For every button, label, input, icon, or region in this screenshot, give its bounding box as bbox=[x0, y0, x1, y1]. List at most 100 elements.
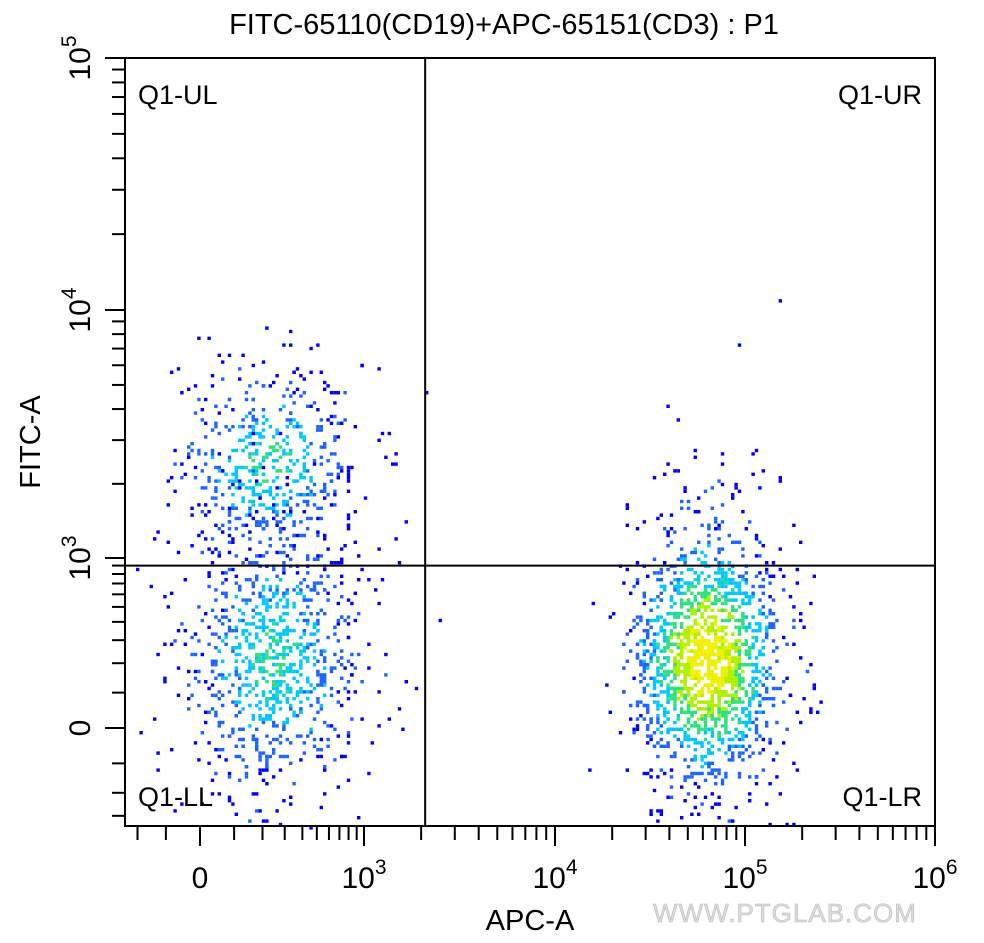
data-point bbox=[731, 707, 735, 711]
data-point bbox=[720, 693, 725, 697]
data-point bbox=[669, 649, 674, 653]
data-point bbox=[258, 754, 262, 759]
data-point bbox=[336, 622, 340, 626]
data-point bbox=[289, 329, 293, 334]
data-point bbox=[765, 632, 769, 636]
data-point bbox=[734, 680, 738, 684]
data-point bbox=[717, 639, 721, 643]
data-point bbox=[690, 686, 694, 691]
data-point bbox=[659, 673, 663, 677]
data-point bbox=[285, 646, 289, 650]
data-point bbox=[707, 659, 711, 663]
data-point bbox=[751, 693, 755, 697]
data-point bbox=[153, 537, 157, 541]
data-point bbox=[333, 438, 337, 442]
data-point bbox=[241, 418, 245, 422]
data-point bbox=[210, 608, 215, 612]
data-point bbox=[748, 710, 752, 714]
data-point bbox=[200, 530, 204, 534]
data-point bbox=[649, 659, 653, 663]
data-point bbox=[326, 574, 330, 578]
data-point bbox=[244, 523, 249, 527]
data-point bbox=[316, 408, 320, 412]
data-point bbox=[758, 598, 762, 602]
data-point bbox=[241, 598, 245, 602]
data-point bbox=[268, 717, 272, 721]
data-point bbox=[737, 652, 742, 657]
data-point bbox=[673, 622, 677, 626]
data-point bbox=[221, 530, 225, 534]
data-point bbox=[275, 493, 279, 497]
data-point bbox=[663, 669, 667, 674]
data-point bbox=[231, 629, 235, 633]
data-point bbox=[697, 557, 701, 561]
data-point bbox=[295, 503, 300, 507]
data-point bbox=[234, 754, 238, 759]
data-point bbox=[285, 639, 289, 643]
data-point bbox=[309, 612, 313, 616]
data-point bbox=[754, 731, 759, 735]
data-point bbox=[656, 775, 660, 779]
data-point bbox=[197, 533, 201, 538]
data-point bbox=[707, 591, 711, 595]
data-point bbox=[707, 714, 711, 718]
data-point bbox=[771, 639, 776, 643]
data-point bbox=[306, 557, 310, 561]
data-point bbox=[285, 717, 289, 721]
data-point bbox=[669, 727, 674, 731]
data-point bbox=[693, 683, 697, 687]
data-point bbox=[707, 669, 711, 674]
data-point bbox=[693, 748, 697, 752]
data-point bbox=[340, 557, 344, 561]
data-point bbox=[697, 646, 701, 650]
data-point bbox=[710, 506, 714, 510]
data-point bbox=[258, 431, 262, 436]
data-point bbox=[646, 771, 650, 776]
data-point bbox=[329, 503, 334, 507]
data-point bbox=[377, 367, 381, 371]
data-point bbox=[608, 615, 612, 619]
data-point bbox=[282, 595, 286, 599]
data-point bbox=[768, 697, 772, 701]
data-point bbox=[666, 673, 670, 677]
data-point bbox=[693, 632, 697, 636]
data-point bbox=[652, 649, 657, 653]
data-point bbox=[197, 605, 201, 609]
data-point bbox=[261, 659, 266, 663]
data-point bbox=[693, 663, 697, 667]
data-point bbox=[690, 812, 694, 816]
data-point bbox=[224, 425, 228, 429]
data-point bbox=[309, 346, 313, 351]
data-point bbox=[204, 452, 208, 456]
data-point bbox=[258, 493, 262, 497]
data-point bbox=[731, 581, 735, 585]
data-point bbox=[646, 574, 650, 578]
data-point bbox=[724, 700, 728, 704]
data-point bbox=[731, 676, 735, 680]
data-point bbox=[809, 663, 813, 667]
data-point bbox=[282, 754, 286, 759]
data-point bbox=[676, 615, 680, 619]
data-point bbox=[666, 404, 670, 408]
data-point bbox=[669, 527, 674, 531]
data-point bbox=[680, 625, 684, 629]
data-point bbox=[333, 561, 337, 565]
data-point bbox=[367, 771, 371, 776]
data-point bbox=[227, 734, 232, 738]
data-point bbox=[268, 754, 272, 759]
data-point bbox=[377, 547, 381, 551]
data-point bbox=[727, 758, 731, 762]
data-point bbox=[234, 448, 238, 453]
data-point bbox=[326, 635, 330, 640]
data-point bbox=[248, 663, 252, 667]
data-point bbox=[748, 703, 752, 708]
data-point bbox=[724, 625, 728, 629]
data-point bbox=[693, 595, 697, 599]
data-point bbox=[693, 710, 697, 714]
data-point bbox=[234, 595, 238, 599]
y-tick-label: 104 bbox=[58, 287, 97, 332]
data-point bbox=[251, 459, 255, 463]
data-point bbox=[268, 493, 272, 497]
data-point bbox=[278, 690, 283, 694]
data-point bbox=[234, 479, 238, 483]
